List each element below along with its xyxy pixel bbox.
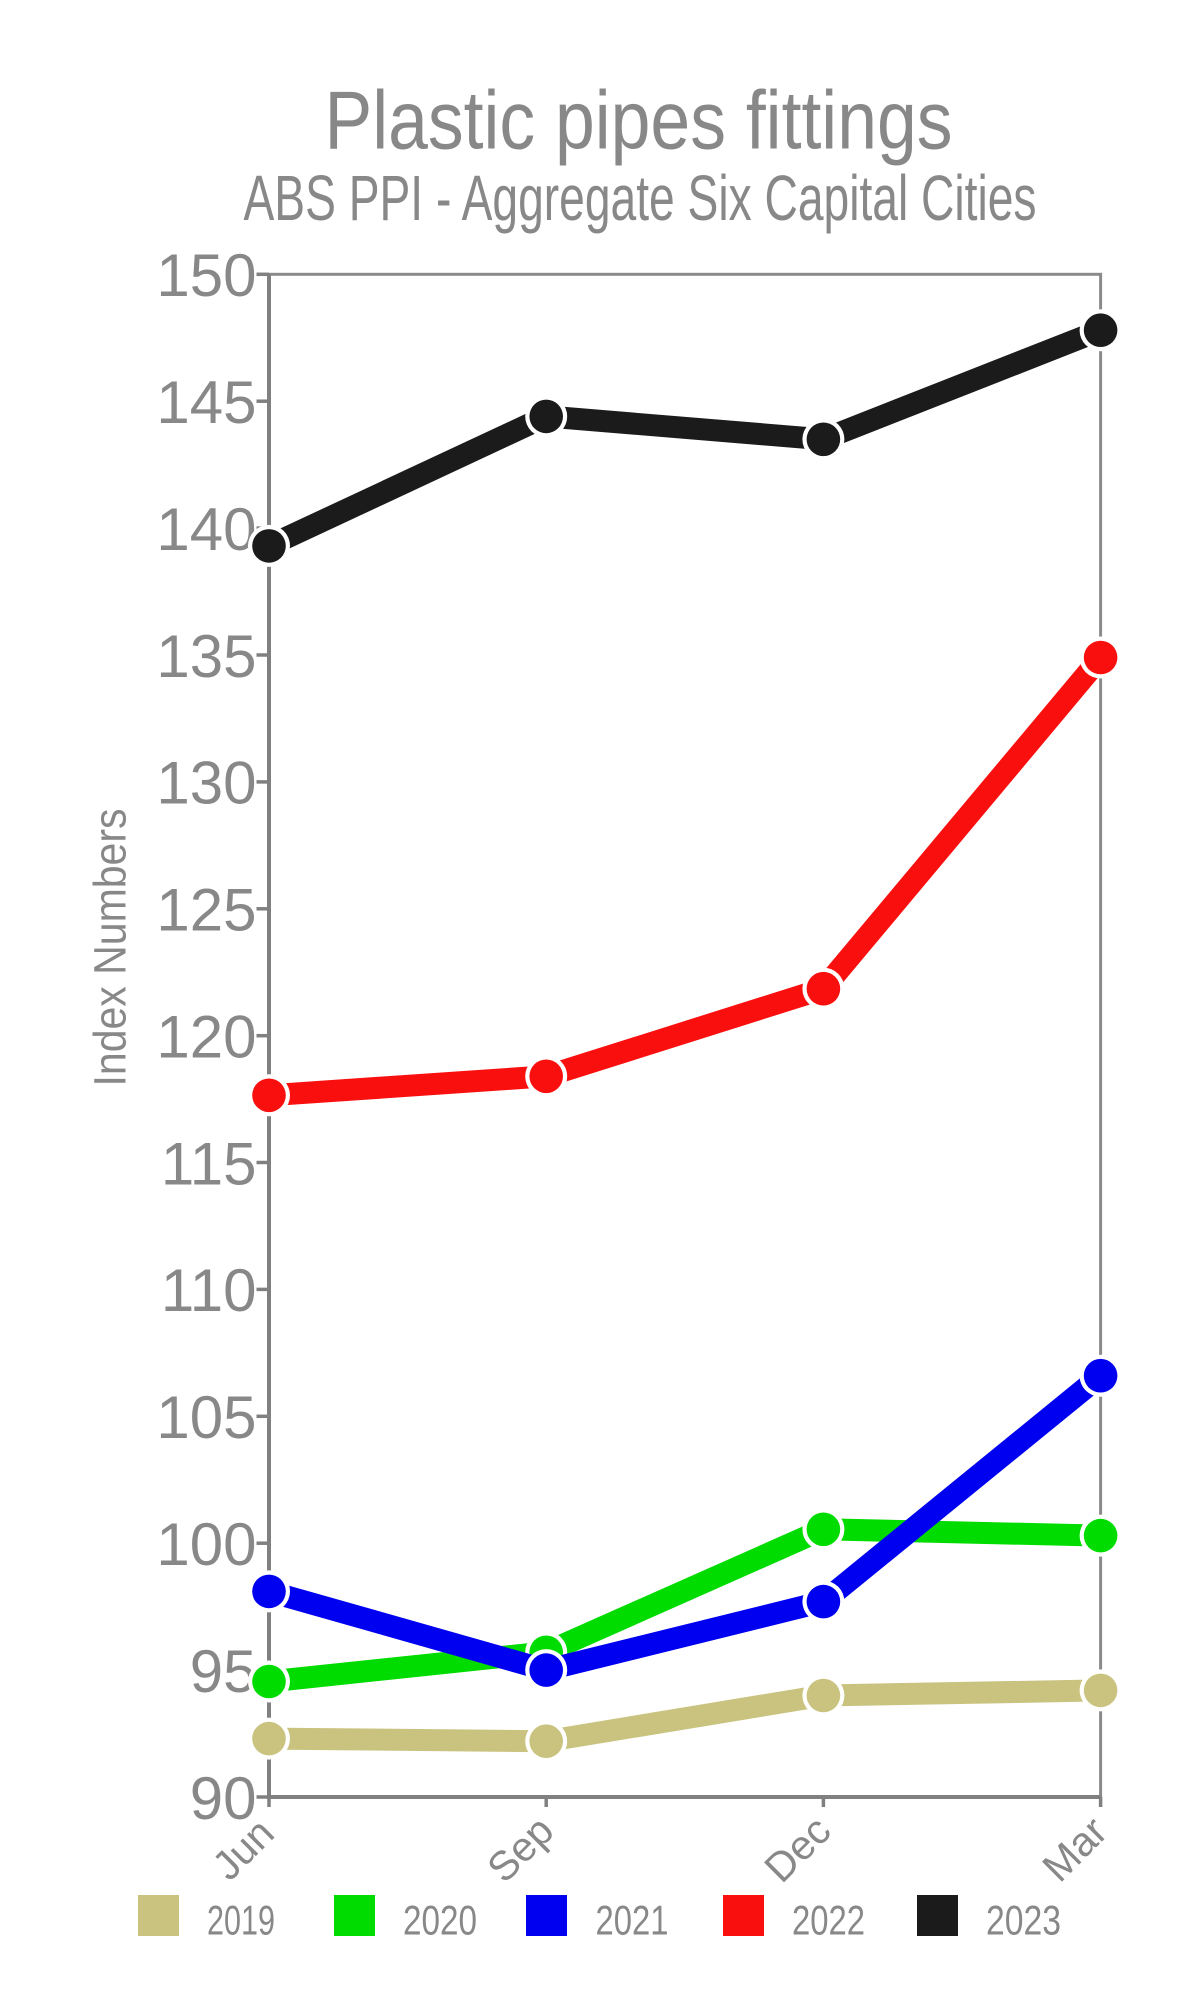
svg-text:135: 135 [156,623,256,690]
svg-text:2019: 2019 [207,1897,275,1944]
svg-text:125: 125 [156,877,256,944]
svg-text:2020: 2020 [403,1897,477,1944]
svg-text:140: 140 [156,496,256,563]
svg-text:130: 130 [156,750,256,817]
svg-text:95: 95 [190,1638,257,1705]
svg-text:110: 110 [161,1257,257,1324]
svg-text:115: 115 [161,1130,257,1197]
svg-text:Index Numbers: Index Numbers [85,809,136,1087]
svg-text:2021: 2021 [596,1897,669,1944]
svg-text:90: 90 [190,1765,257,1832]
svg-text:150: 150 [156,242,256,309]
svg-text:105: 105 [156,1384,256,1451]
svg-text:120: 120 [156,1004,256,1071]
svg-text:ABS PPI - Aggregate Six Capita: ABS PPI - Aggregate Six Capital Cities [244,162,1037,234]
svg-text:145: 145 [156,369,256,436]
svg-text:100: 100 [156,1511,256,1578]
svg-text:2022: 2022 [792,1897,865,1944]
svg-text:Plastic pipes fittings: Plastic pipes fittings [325,74,953,167]
svg-text:2023: 2023 [986,1897,1061,1944]
